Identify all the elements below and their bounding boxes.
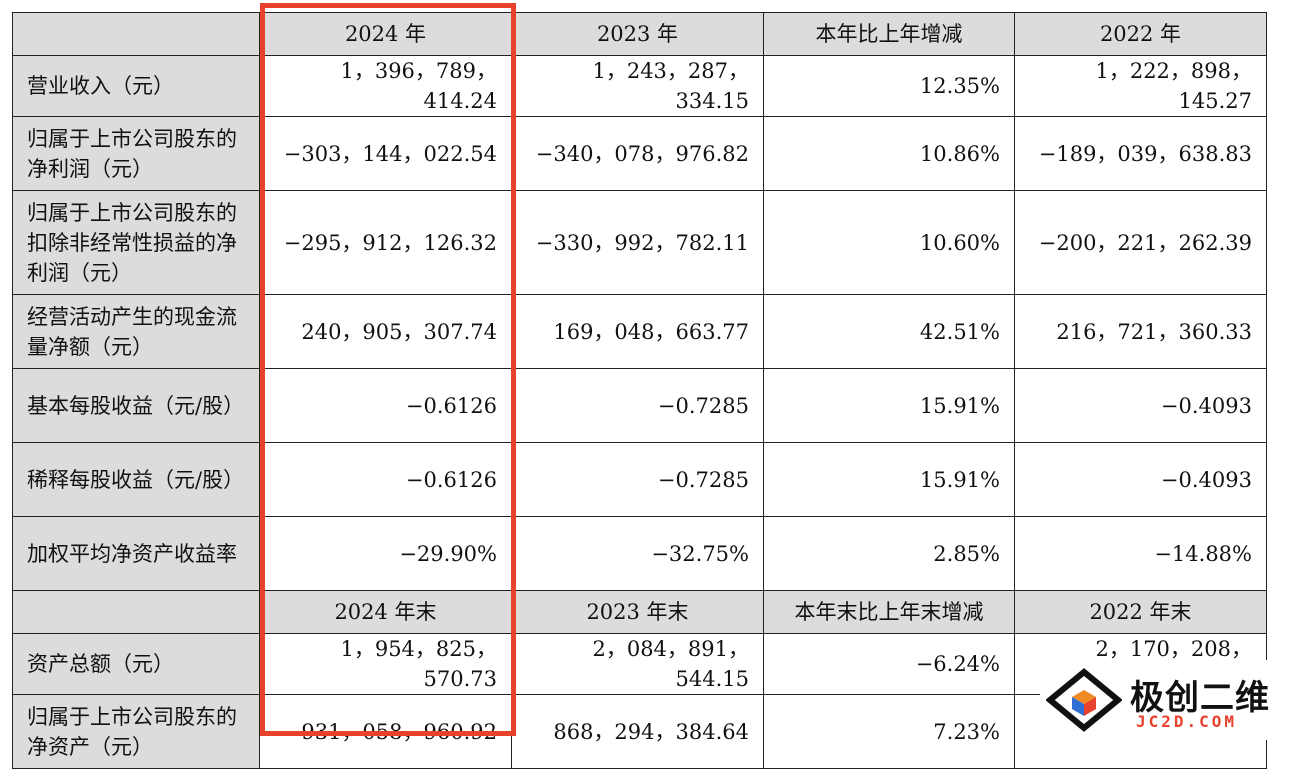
value-2023: −0.7285	[511, 442, 764, 517]
table-row: 基本每股收益（元/股） −0.6126 −0.7285 15.91% −0.40…	[12, 368, 1267, 443]
row-label: 归属于上市公司股东的净利润（元）	[12, 116, 260, 191]
value-2022: −0.4093	[1014, 442, 1267, 517]
value-change: 42.51%	[763, 294, 1015, 369]
value-change: 10.60%	[763, 190, 1015, 295]
value-2022: −189，039，638.83	[1014, 116, 1267, 191]
value-2023: 2，084，891，544.15	[511, 633, 764, 695]
row-label: 经营活动产生的现金流量净额（元）	[12, 294, 260, 369]
table-row: 归属于上市公司股东的扣除非经常性损益的净利润（元） −295，912，126.3…	[12, 190, 1267, 295]
value-2023: −340，078，976.82	[511, 116, 764, 191]
table-row: 营业收入（元） 1，396，789，414.24 1，243，287，334.1…	[12, 55, 1267, 117]
header-change: 本年比上年增减	[763, 12, 1015, 56]
row-label: 稀释每股收益（元/股）	[12, 442, 260, 517]
value-change: 2.85%	[763, 516, 1015, 591]
value-2023: 1，243，287，334.15	[511, 55, 764, 117]
value-2024: −29.90%	[259, 516, 512, 591]
header-2023: 2023 年	[511, 12, 764, 56]
header-2022-end: 2022 年末	[1014, 590, 1267, 634]
cube-logo-icon	[1046, 668, 1122, 732]
header-2022: 2022 年	[1014, 12, 1267, 56]
row-label: 资产总额（元）	[12, 633, 260, 695]
header-2024: 2024 年	[259, 12, 512, 56]
value-2023: −330，992，782.11	[511, 190, 764, 295]
value-change: 15.91%	[763, 442, 1015, 517]
row-label: 营业收入（元）	[12, 55, 260, 117]
value-2022: −0.4093	[1014, 368, 1267, 443]
watermark-name: 极创二维	[1130, 678, 1270, 718]
value-2022: −200，221，262.39	[1014, 190, 1267, 295]
table-row: 加权平均净资产收益率 −29.90% −32.75% 2.85% −14.88%	[12, 516, 1267, 591]
table-row: 经营活动产生的现金流量净额（元） 240，905，307.74 169，048，…	[12, 294, 1267, 369]
header-2023-end: 2023 年末	[511, 590, 764, 634]
value-2024: 931，058，960.92	[259, 694, 512, 769]
watermark-site: JC2D.COM	[1136, 712, 1238, 731]
header-2024-end: 2024 年末	[259, 590, 512, 634]
header-change-end: 本年末比上年末增减	[763, 590, 1015, 634]
table-row: 稀释每股收益（元/股） −0.6126 −0.7285 15.91% −0.40…	[12, 442, 1267, 517]
value-change: −6.24%	[763, 633, 1015, 695]
value-2024: −303，144，022.54	[259, 116, 512, 191]
value-2022: 216，721，360.33	[1014, 294, 1267, 369]
watermark-logo: 极创二维 JC2D.COM	[1040, 660, 1292, 740]
row-label: 基本每股收益（元/股）	[12, 368, 260, 443]
value-2024: −0.6126	[259, 368, 512, 443]
value-2024: −295，912，126.32	[259, 190, 512, 295]
value-2023: 868，294，384.64	[511, 694, 764, 769]
row-label: 归属于上市公司股东的扣除非经常性损益的净利润（元）	[12, 190, 260, 295]
header-row-year-end: 2024 年末 2023 年末 本年末比上年末增减 2022 年末	[12, 590, 1267, 634]
value-2022: 1，222，898，145.27	[1014, 55, 1267, 117]
value-2024: 240，905，307.74	[259, 294, 512, 369]
value-change: 12.35%	[763, 55, 1015, 117]
value-change: 10.86%	[763, 116, 1015, 191]
value-2023: 169，048，663.77	[511, 294, 764, 369]
value-change: 15.91%	[763, 368, 1015, 443]
header-blank-cell	[12, 12, 260, 56]
table-row: 归属于上市公司股东的净利润（元） −303，144，022.54 −340，07…	[12, 116, 1267, 191]
value-2024: 1，954，825，570.73	[259, 633, 512, 695]
value-2023: −0.7285	[511, 368, 764, 443]
value-2023: −32.75%	[511, 516, 764, 591]
value-2024: −0.6126	[259, 442, 512, 517]
row-label: 加权平均净资产收益率	[12, 516, 260, 591]
financial-summary-table: 2024 年 2023 年 本年比上年增减 2022 年 营业收入（元） 1，3…	[12, 12, 1267, 769]
header-row-years: 2024 年 2023 年 本年比上年增减 2022 年	[12, 12, 1267, 56]
header-blank-cell	[12, 590, 260, 634]
row-label: 归属于上市公司股东的净资产（元）	[12, 694, 260, 769]
value-change: 7.23%	[763, 694, 1015, 769]
value-2024: 1，396，789，414.24	[259, 55, 512, 117]
value-2022: −14.88%	[1014, 516, 1267, 591]
